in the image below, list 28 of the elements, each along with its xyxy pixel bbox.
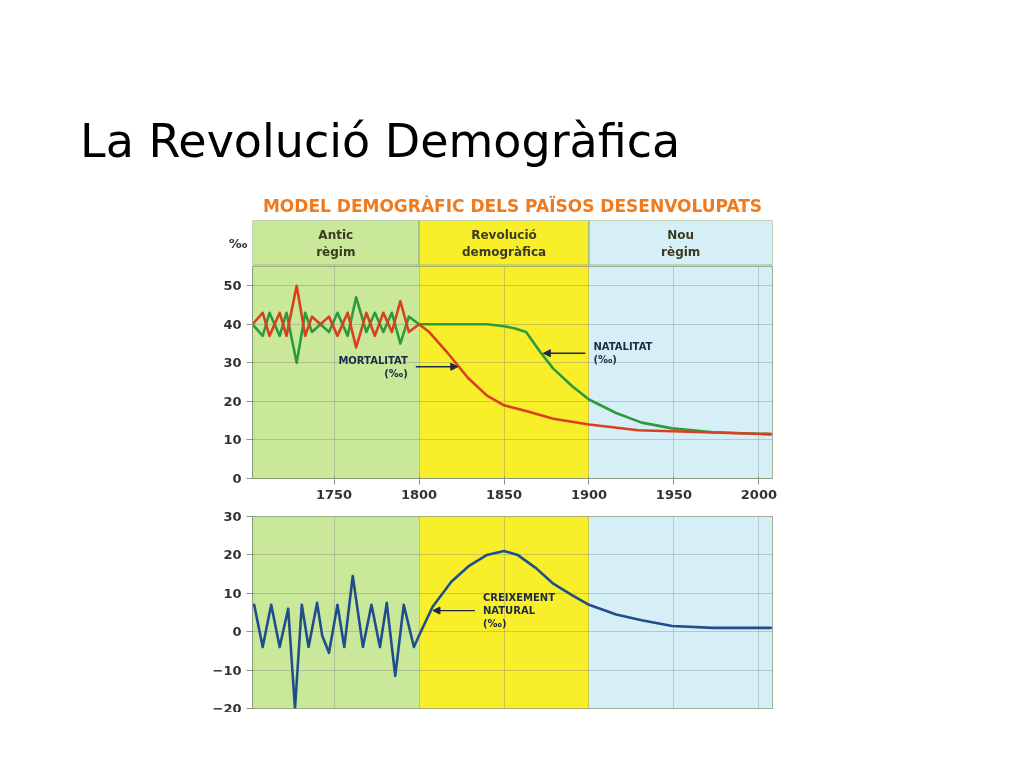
y-tick-label: 30 (223, 509, 242, 524)
band-label: Antic règim (316, 228, 356, 259)
line-series (252, 549, 773, 709)
y-tick-label: 0 (232, 624, 242, 640)
band-label: Revolució demogràfica (461, 228, 547, 259)
annotation: MORTALITAT (‰) (338, 354, 408, 379)
x-tick-label: 1800 (400, 486, 438, 502)
chart-subtitle: MODEL DEMOGRÀFIC DELS PAÏSOS DESENVOLUPATS (262, 194, 763, 216)
y-tick-label: 0 (232, 471, 242, 486)
y-tick-label: 30 (223, 355, 242, 371)
chart-title: La Revolució Demogràfica (80, 113, 681, 170)
y-tick-label: 10 (223, 585, 242, 601)
y-tick-label: 20 (223, 547, 242, 563)
x-tick-label: 1950 (655, 486, 693, 502)
y-axis-title: ‰ (228, 236, 248, 251)
y-tick-label: −10 (212, 662, 242, 678)
annotation: NATALITAT (‰) (593, 341, 653, 366)
band-label: Nou règim (661, 228, 701, 259)
x-tick-label: 2000 (740, 486, 777, 502)
y-tick-label: 10 (223, 432, 242, 448)
y-tick-label: 40 (223, 316, 242, 332)
x-tick-label: 1850 (485, 486, 523, 502)
x-tick-label: 1900 (570, 486, 608, 502)
x-tick-label: 1750 (315, 486, 353, 502)
y-tick-label: −20 (212, 700, 242, 716)
y-tick-label: 20 (223, 393, 242, 409)
annotation: CREIXEMENT NATURAL (‰) (482, 592, 556, 629)
y-tick-label: 50 (223, 278, 242, 294)
